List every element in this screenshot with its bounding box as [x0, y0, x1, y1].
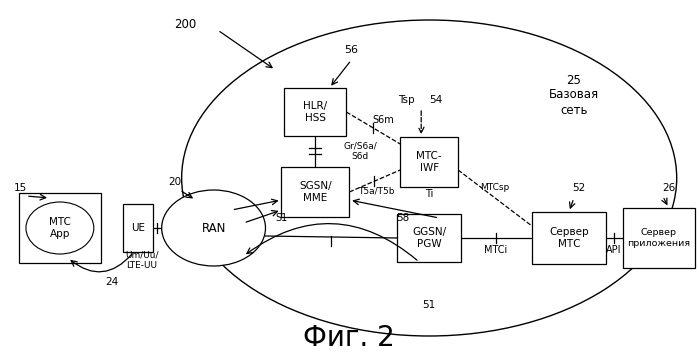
Text: Gr/S6a/
S6d: Gr/S6a/ S6d	[343, 141, 377, 161]
Ellipse shape	[161, 190, 266, 266]
Text: S6m: S6m	[373, 115, 394, 125]
Text: MTC-
IWF: MTC- IWF	[417, 151, 442, 173]
Bar	[123, 204, 152, 252]
Text: S1: S1	[275, 213, 287, 223]
Bar	[19, 193, 101, 263]
Bar	[532, 212, 606, 264]
Text: 26: 26	[662, 183, 675, 193]
Text: 24: 24	[105, 277, 118, 287]
Text: 200: 200	[175, 17, 197, 31]
Text: 51: 51	[423, 300, 435, 310]
Text: T5a/T5b: T5a/T5b	[358, 186, 394, 195]
Bar	[282, 167, 350, 217]
Bar	[284, 88, 346, 136]
Text: RAN: RAN	[201, 222, 226, 234]
Text: MTCi: MTCi	[484, 245, 507, 255]
Bar	[397, 214, 461, 262]
Text: 25
Базовая
сеть: 25 Базовая сеть	[549, 74, 599, 116]
Text: Фиг. 2: Фиг. 2	[303, 324, 395, 352]
Text: 15: 15	[13, 183, 27, 193]
Text: 58: 58	[396, 213, 410, 223]
Text: Tsp: Tsp	[398, 95, 415, 105]
Bar	[623, 208, 695, 268]
Text: UE: UE	[131, 223, 145, 233]
Text: 56: 56	[345, 45, 359, 55]
Text: GGSN/
PGW: GGSN/ PGW	[412, 227, 446, 249]
Text: 52: 52	[572, 183, 586, 193]
Text: SGSN/
MME: SGSN/ MME	[299, 181, 332, 203]
Text: Ti: Ti	[425, 189, 433, 199]
Text: 54: 54	[429, 95, 442, 105]
Bar	[401, 137, 458, 187]
Text: MTC
App: MTC App	[49, 217, 71, 239]
Text: 20: 20	[168, 177, 181, 187]
Text: Сервер
МТС: Сервер МТС	[549, 227, 589, 249]
Text: MTCsp: MTCsp	[480, 183, 510, 193]
Text: HLR/
HSS: HLR/ HSS	[303, 101, 327, 123]
Text: Um/Uu/
LTE-UU: Um/Uu/ LTE-UU	[125, 250, 159, 270]
Text: API: API	[606, 245, 621, 255]
Text: Сервер
приложения: Сервер приложения	[627, 228, 691, 248]
